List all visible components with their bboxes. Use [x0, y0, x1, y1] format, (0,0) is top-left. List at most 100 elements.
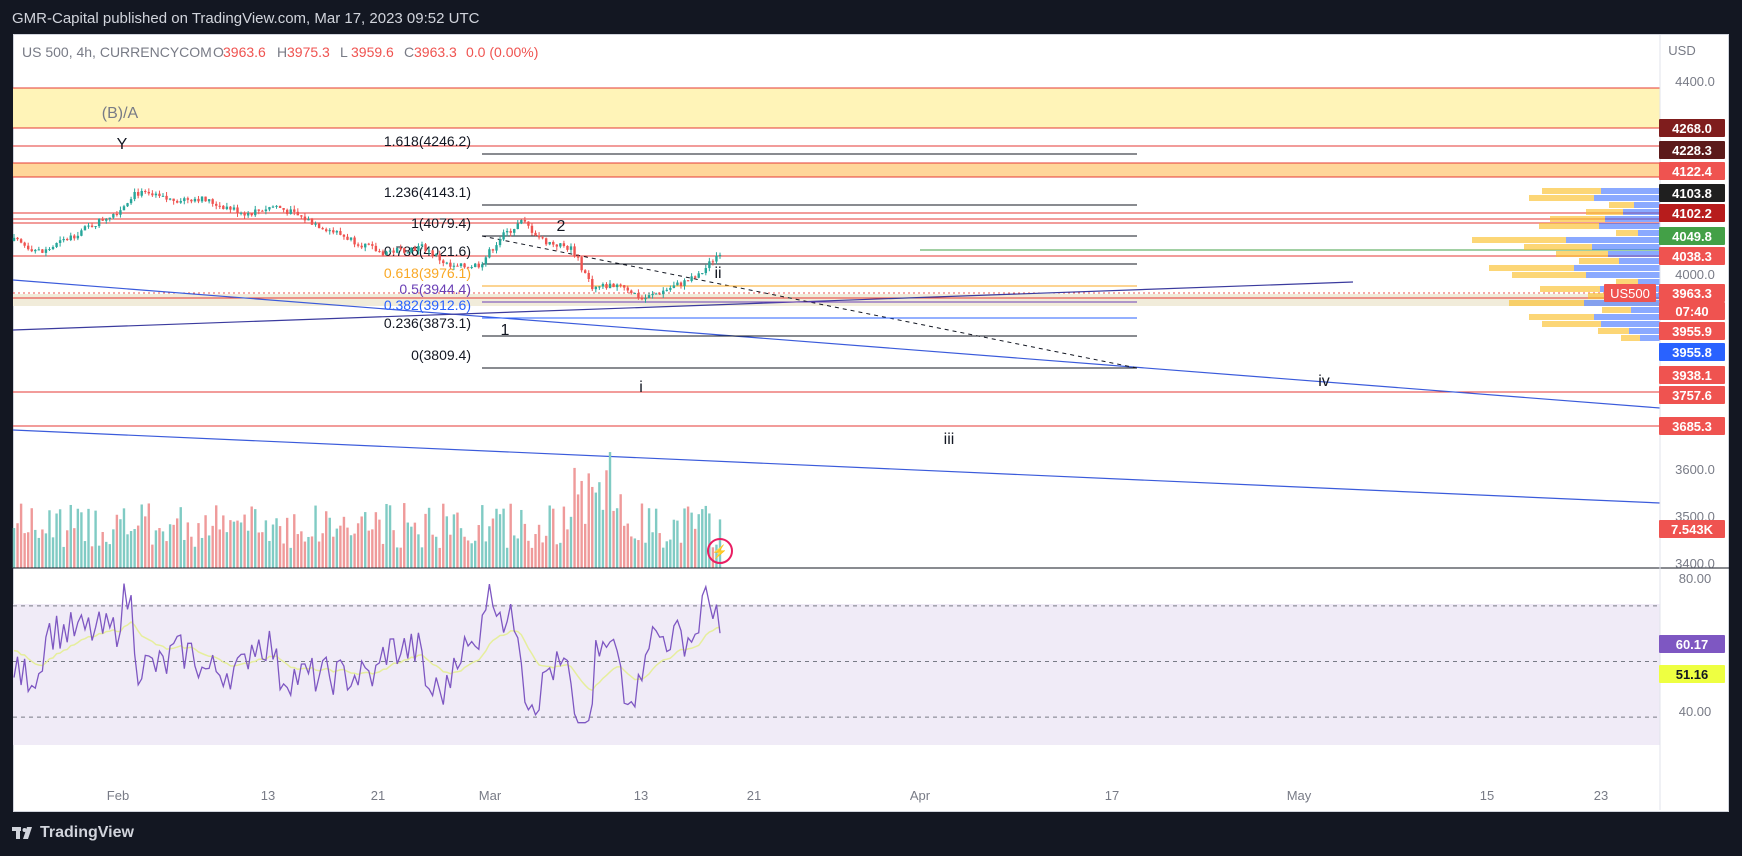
- rsi-badge-bg: [1659, 635, 1725, 653]
- candle-body: [474, 263, 477, 268]
- candle-body: [303, 216, 307, 221]
- volume-bar: [19, 503, 23, 568]
- candle-body: [637, 293, 640, 299]
- volume-bar: [704, 505, 708, 568]
- fib-level-label: 0.236(3873.1): [384, 315, 471, 331]
- volume-bar: [264, 520, 268, 568]
- volume-bar: [364, 512, 367, 568]
- candle-body: [300, 215, 303, 217]
- volume-bar: [83, 541, 87, 568]
- candle-body: [537, 235, 541, 238]
- volume-profile-bar-sell: [1540, 286, 1600, 292]
- volume-profile-bar-sell: [1542, 321, 1601, 327]
- volume-bar: [232, 521, 236, 568]
- candle-body: [66, 239, 69, 241]
- candle-body: [232, 207, 236, 210]
- price-badge-value: 3955.9: [1672, 324, 1712, 339]
- rsi-ma-line: [13, 621, 721, 692]
- volume-profile-bar-sell: [1539, 223, 1599, 229]
- price-badge-bg: [1659, 417, 1725, 435]
- volume-bar: [630, 536, 633, 568]
- volume-profile-bar-sell: [1579, 258, 1619, 264]
- candle-body: [367, 243, 370, 245]
- volume-bar: [502, 508, 505, 568]
- price-badge-value: 4049.8: [1672, 229, 1712, 244]
- volume-bar: [332, 536, 335, 568]
- candle-body: [498, 239, 502, 246]
- volume-bar: [161, 531, 165, 568]
- candle-body: [254, 209, 257, 216]
- volume-profile-bar-buy: [1584, 300, 1660, 306]
- candle-body: [697, 273, 700, 278]
- candle-body: [619, 284, 622, 286]
- candle-body: [395, 247, 399, 253]
- volume-bar: [300, 531, 303, 568]
- candle-body: [392, 250, 395, 253]
- candle-body: [264, 209, 268, 212]
- candle-body: [58, 240, 62, 243]
- candle-body: [644, 298, 647, 300]
- symbol-tag-bg: [1604, 284, 1656, 302]
- candle-body: [654, 293, 658, 295]
- volume-bar: [200, 537, 204, 568]
- candle-body: [608, 283, 612, 289]
- x-axis-tick: Mar: [479, 788, 502, 803]
- candle-body: [683, 280, 686, 286]
- volume-bar: [275, 518, 278, 568]
- candle-body: [672, 285, 676, 288]
- volume-bar: [488, 526, 491, 568]
- candle-body: [388, 250, 392, 252]
- candle-body: [76, 235, 80, 239]
- candle-body: [346, 236, 349, 240]
- volume-profile-bar-sell: [1512, 272, 1586, 278]
- volume-bar: [356, 523, 360, 568]
- candle-body: [640, 298, 644, 300]
- volume-bar: [147, 503, 151, 568]
- candle-body: [310, 219, 314, 225]
- volume-bar: [381, 543, 385, 568]
- legend-text: 3959.6: [351, 44, 394, 60]
- volume-bar: [151, 544, 154, 568]
- volume-profile-bar-sell: [1529, 314, 1594, 320]
- volume-bar: [108, 544, 111, 568]
- volume-profile-bar-sell: [1616, 279, 1638, 285]
- candle-body: [434, 254, 438, 256]
- price-badge-value: 3757.6: [1672, 388, 1712, 403]
- candle-body: [488, 249, 491, 258]
- volume-bar: [197, 523, 200, 568]
- candle-body: [140, 190, 143, 196]
- candle-body: [282, 208, 285, 210]
- candle-body: [353, 237, 356, 245]
- volume-profile-bar-buy: [1619, 258, 1660, 264]
- candle-body: [594, 286, 598, 290]
- volume-bar: [307, 536, 310, 568]
- volume-profile-bar-buy: [1629, 328, 1660, 334]
- volume-bar: [445, 516, 449, 568]
- price-badge-bg: [1659, 302, 1725, 320]
- legend-text: H: [277, 44, 287, 60]
- volume-bar: [669, 539, 672, 568]
- volume-bar: [73, 528, 76, 568]
- descending-channel-lower: [12, 429, 1661, 504]
- volume-bar: [484, 541, 488, 568]
- currency-label: USD: [1668, 43, 1695, 58]
- wave-annotation: Y: [117, 136, 128, 153]
- candle-body: [633, 293, 637, 295]
- candle-body: [665, 289, 668, 291]
- fib-level-label: 0.5(3944.4): [399, 281, 471, 297]
- candle-body: [442, 260, 445, 264]
- volume-bar: [477, 525, 480, 568]
- candle-body: [51, 246, 55, 250]
- candle-body: [438, 254, 441, 261]
- rising-trendline: [12, 281, 1354, 331]
- candle-body: [711, 261, 715, 263]
- tradingview-logo[interactable]: TradingView: [12, 824, 134, 842]
- candle-body: [215, 203, 218, 206]
- candle-body: [530, 225, 534, 233]
- candle-body: [218, 205, 221, 207]
- volume-bar: [509, 503, 512, 568]
- candle-body: [165, 195, 168, 200]
- volume-profile-bar-sell: [1550, 216, 1605, 222]
- volume-profile-bar-buy: [1605, 216, 1660, 222]
